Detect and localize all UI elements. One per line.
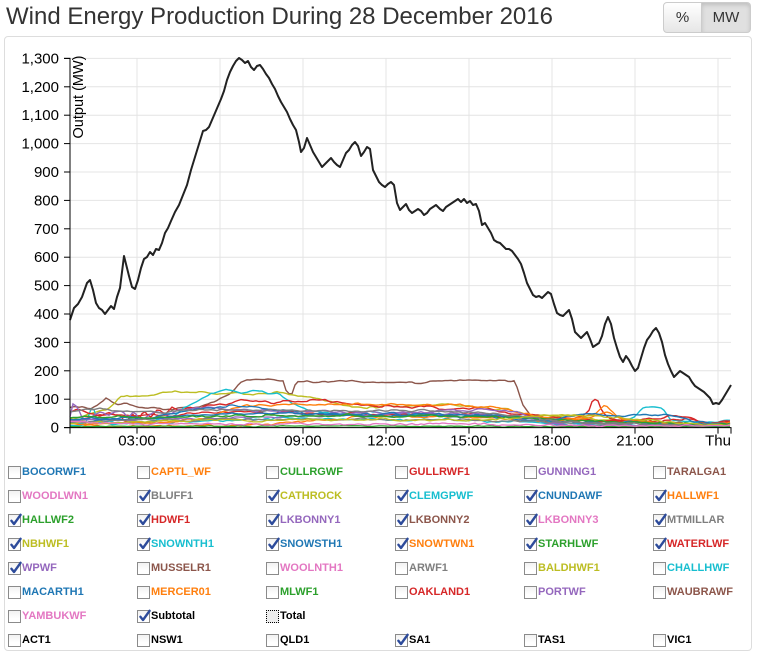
svg-text:21:00: 21:00 xyxy=(616,433,654,450)
svg-text:12:00: 12:00 xyxy=(367,433,405,450)
svg-text:400: 400 xyxy=(34,306,59,323)
svg-text:1,000: 1,000 xyxy=(21,136,59,153)
svg-text:300: 300 xyxy=(34,334,59,351)
svg-text:Output (MW): Output (MW) xyxy=(71,56,87,139)
svg-text:18:00: 18:00 xyxy=(533,433,571,450)
svg-text:900: 900 xyxy=(34,164,59,181)
svg-text:1,100: 1,100 xyxy=(21,107,59,124)
svg-text:700: 700 xyxy=(34,221,59,238)
svg-text:09:00: 09:00 xyxy=(284,433,322,450)
svg-text:06:00: 06:00 xyxy=(201,433,239,450)
svg-text:Thu: Thu xyxy=(705,433,731,450)
svg-text:500: 500 xyxy=(34,278,59,295)
svg-text:800: 800 xyxy=(34,192,59,209)
svg-text:03:00: 03:00 xyxy=(118,433,156,450)
svg-text:15:00: 15:00 xyxy=(450,433,488,450)
svg-text:600: 600 xyxy=(34,249,59,266)
svg-text:100: 100 xyxy=(34,391,59,408)
svg-text:0: 0 xyxy=(51,420,59,437)
svg-text:1,300: 1,300 xyxy=(21,50,59,67)
svg-text:1,200: 1,200 xyxy=(21,79,59,96)
svg-text:200: 200 xyxy=(34,363,59,380)
